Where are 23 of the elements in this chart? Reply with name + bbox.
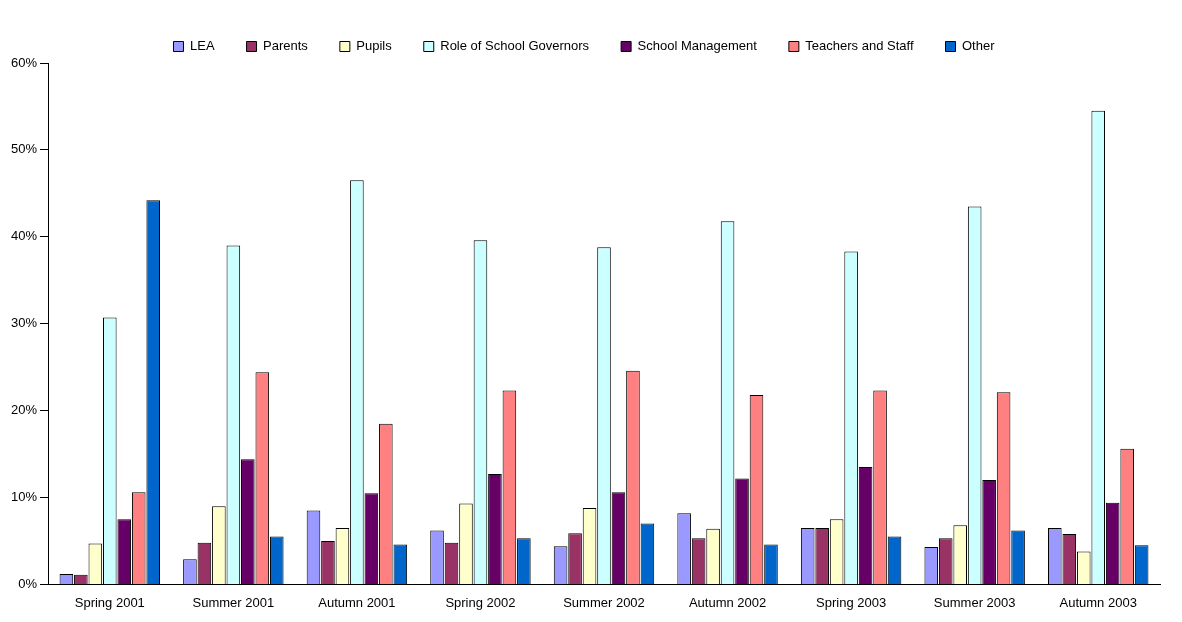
y-tick-label: 0% [18,575,38,591]
x-tick-label: Summer 2001 [192,594,275,610]
legend-label: Other [962,38,996,54]
y-tick-label: 30% [10,315,38,331]
legend-label: Role of School Governors [440,38,590,54]
legend-label: Parents [263,38,309,54]
legend-label: School Management [637,38,758,54]
x-tick-label: Summer 2003 [933,594,1016,610]
x-tick-label: Spring 2001 [74,594,145,610]
legend-label: Teachers and Staff [805,38,914,54]
y-tick-label: 10% [10,489,38,505]
y-tick-label: 40% [10,228,38,244]
x-tick-label: Spring 2002 [445,594,516,610]
y-tick-label: 60% [10,54,38,70]
x-tick-label: Autumn 2002 [688,594,767,610]
legend-label: LEA [189,38,215,54]
legend-label: Pupils [356,38,393,54]
y-tick-label: 20% [10,402,38,418]
x-tick-label: Autumn 2001 [318,594,396,610]
y-tick-label: 50% [10,141,38,157]
x-tick-label: Autumn 2003 [1059,594,1137,610]
x-tick-label: Spring 2003 [816,594,887,610]
x-tick-label: Summer 2002 [563,594,645,610]
